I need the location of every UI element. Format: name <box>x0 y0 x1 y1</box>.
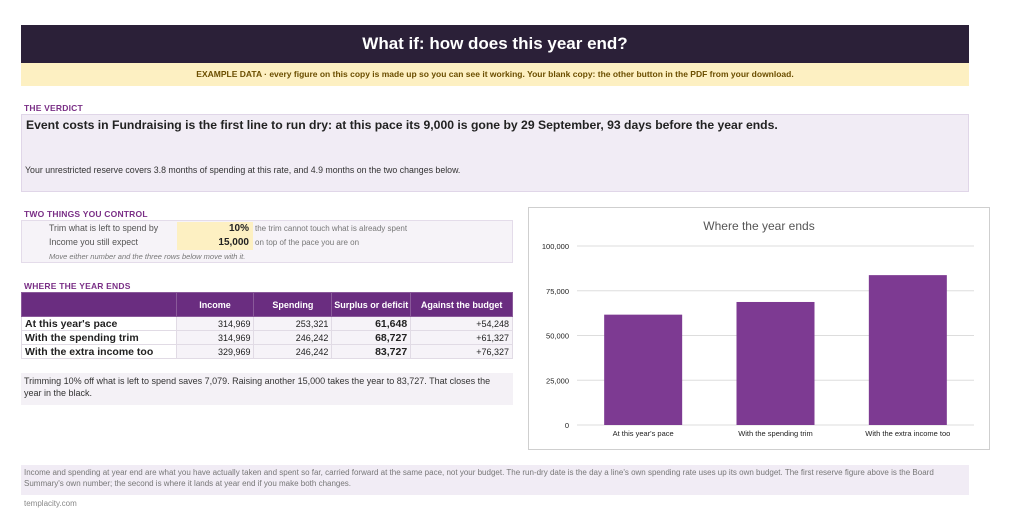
example-data-banner: EXAMPLE DATA · every figure on this copy… <box>21 63 969 86</box>
verdict-reserve-note: Your unrestricted reserve covers 3.8 mon… <box>25 165 461 175</box>
income-note: on top of the pace you are on <box>255 238 360 247</box>
column-header-budget: Against the budget <box>410 292 513 317</box>
controls-section-title: TWO THINGS YOU CONTROL <box>24 209 148 219</box>
income-cell: 314,969 <box>175 330 255 345</box>
budget-cell: +76,327 <box>410 344 513 359</box>
bar <box>604 314 683 425</box>
footer-note: Income and spending at year end are what… <box>21 465 969 495</box>
page-title: What if: how does this year end? <box>21 25 969 63</box>
trim-label: Trim what is left to spend by <box>49 223 159 233</box>
row-label: With the extra income too <box>21 344 177 359</box>
spending-cell: 253,321 <box>253 316 333 331</box>
controls-hint: Move either number and the three rows be… <box>49 252 246 261</box>
bar <box>736 301 815 425</box>
spending-cell: 246,242 <box>253 330 333 345</box>
trim-input[interactable]: 10% <box>177 222 253 236</box>
verdict-headline: Event costs in Fundraising is the first … <box>26 118 778 132</box>
spending-cell: 246,242 <box>253 344 333 359</box>
y-tick-label: 50,000 <box>546 332 569 341</box>
income-cell: 314,969 <box>175 316 255 331</box>
trim-note: the trim cannot touch what is already sp… <box>255 224 408 233</box>
table-row: With the spending trim 314,969 246,242 6… <box>21 330 513 345</box>
row-label: At this year's pace <box>21 316 177 331</box>
bar <box>868 275 947 425</box>
x-tick-label: At this year's pace <box>613 429 674 438</box>
results-section-title: WHERE THE YEAR ENDS <box>24 281 131 291</box>
surplus-cell: 83,727 <box>331 344 412 359</box>
y-tick-label: 75,000 <box>546 287 569 296</box>
x-tick-label: With the spending trim <box>738 429 813 438</box>
chart-panel: Where the year ends 0 25,000 50,000 75,000 10… <box>528 207 990 450</box>
summary-text: Trimming 10% off what is left to spend s… <box>21 373 513 405</box>
header-blank <box>21 292 177 317</box>
table-header-row: Income Spending Surplus or deficit Again… <box>21 292 513 317</box>
verdict-section-title: THE VERDICT <box>24 103 83 113</box>
x-tick-label: With the extra income too <box>865 429 950 438</box>
income-cell: 329,969 <box>175 344 255 359</box>
table-row: With the extra income too 329,969 246,24… <box>21 344 513 359</box>
column-header-spending: Spending <box>253 292 333 317</box>
y-tick-label: 25,000 <box>546 376 569 385</box>
income-label: Income you still expect <box>49 237 138 247</box>
results-table: Income Spending Surplus or deficit Again… <box>21 292 513 359</box>
site-credit: templacity.com <box>24 499 77 508</box>
table-row: At this year's pace 314,969 253,321 61,6… <box>21 316 513 331</box>
budget-cell: +61,327 <box>410 330 513 345</box>
surplus-cell: 61,648 <box>331 316 412 331</box>
surplus-cell: 68,727 <box>331 330 412 345</box>
income-input[interactable]: 15,000 <box>177 236 253 250</box>
bar-chart: Where the year ends 0 25,000 50,000 75,000 10… <box>542 219 974 438</box>
row-label: With the spending trim <box>21 330 177 345</box>
column-header-income: Income <box>175 292 255 317</box>
verdict-box: Event costs in Fundraising is the first … <box>21 114 969 192</box>
column-header-surplus: Surplus or deficit <box>331 292 412 317</box>
y-tick-label: 0 <box>565 421 569 430</box>
chart-title: Where the year ends <box>703 219 814 233</box>
budget-cell: +54,248 <box>410 316 513 331</box>
y-tick-label: 100,000 <box>542 242 569 251</box>
controls-box: Trim what is left to spend by 10% the tr… <box>21 220 513 263</box>
